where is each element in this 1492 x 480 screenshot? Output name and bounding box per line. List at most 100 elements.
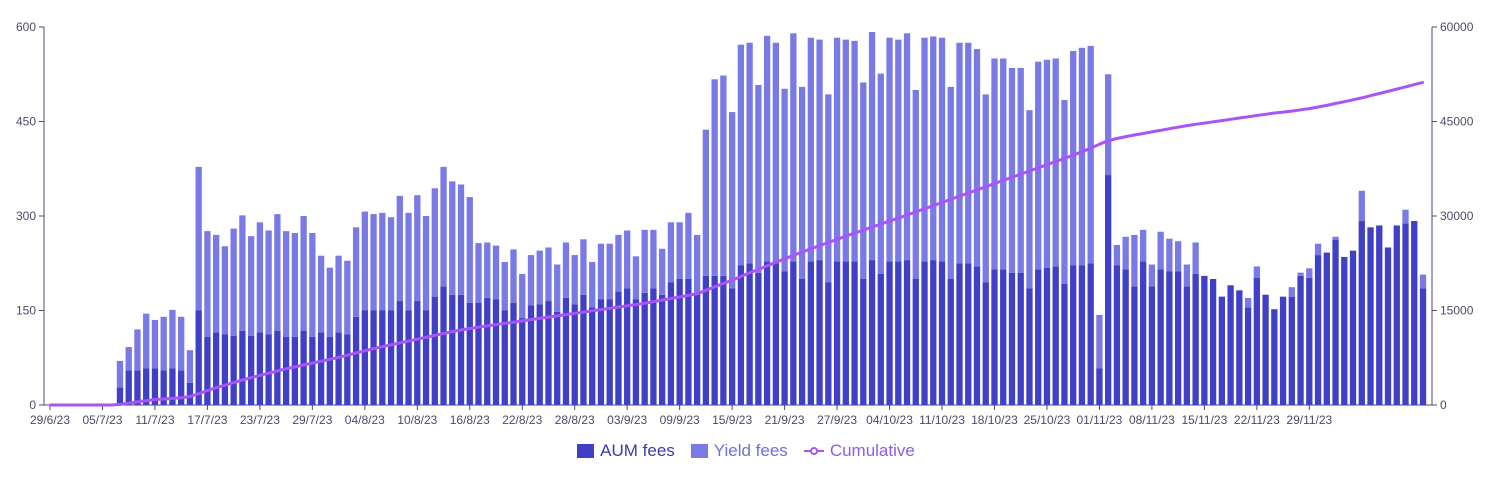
cumulative-point xyxy=(1308,107,1311,110)
bar-aum xyxy=(1236,290,1243,405)
cumulative-point xyxy=(1176,125,1180,129)
bar-aum xyxy=(545,301,552,405)
bar-aum xyxy=(1384,247,1392,405)
cumulative-line-icon xyxy=(803,447,824,455)
bar-aum xyxy=(580,294,587,405)
cumulative-point xyxy=(1054,160,1057,163)
bar-aum xyxy=(1008,272,1016,405)
bar-yield xyxy=(221,246,229,335)
bar-yield xyxy=(825,94,832,283)
bar-aum xyxy=(728,288,736,405)
bar-yield xyxy=(903,33,911,261)
cumulative-point xyxy=(1071,154,1075,157)
bar-yield xyxy=(763,35,771,262)
cumulative-point xyxy=(932,204,935,207)
bar-aum xyxy=(1061,284,1068,405)
x-tick-label: 28/8/23 xyxy=(555,413,595,427)
cumulative-point xyxy=(1185,124,1189,127)
cumulative-point xyxy=(844,234,848,238)
cumulative-point xyxy=(407,339,410,343)
x-tick-label: 05/7/23 xyxy=(82,413,122,427)
x-tick-label: 16/8/23 xyxy=(450,413,490,427)
bar-yield xyxy=(571,255,578,305)
bar-yield xyxy=(1113,244,1121,266)
bar-yield xyxy=(895,39,902,262)
bar-aum xyxy=(1367,227,1374,405)
legend-item-aum[interactable]: AUM fees xyxy=(577,441,675,461)
bar-yield xyxy=(1131,234,1138,287)
bar-yield xyxy=(1358,190,1365,222)
cumulative-point xyxy=(835,238,839,241)
legend-item-yield[interactable]: Yield fees xyxy=(690,441,788,461)
bar-yield xyxy=(309,233,316,337)
cumulative-point xyxy=(1106,139,1110,142)
bar-aum xyxy=(1253,277,1260,405)
bar-yield xyxy=(868,32,876,261)
bar-yield xyxy=(816,39,823,261)
bar-aum xyxy=(370,310,377,405)
cumulative-point xyxy=(1045,163,1049,166)
cumulative-point xyxy=(713,285,716,289)
cumulative-point xyxy=(1386,90,1390,93)
bar-aum xyxy=(239,330,246,405)
cumulative-point xyxy=(389,343,393,347)
bar-aum xyxy=(1288,296,1295,405)
cumulative-point xyxy=(459,328,463,332)
bar-yield xyxy=(1122,236,1129,270)
bar-yield xyxy=(659,248,666,295)
bar-yield xyxy=(886,37,893,262)
left-tick-label: 450 xyxy=(16,115,36,129)
cumulative-point xyxy=(136,400,139,404)
bar-aum xyxy=(247,335,255,405)
legend-item-cumulative[interactable]: Cumulative xyxy=(803,441,915,461)
x-tick-label: 15/9/23 xyxy=(712,413,752,427)
bar-aum xyxy=(1070,265,1077,405)
bar-yield xyxy=(352,227,360,317)
bar-yield xyxy=(685,212,692,279)
cumulative-point xyxy=(477,325,480,329)
cumulative-point xyxy=(757,268,760,271)
cumulative-point xyxy=(879,222,882,226)
bar-yield xyxy=(143,313,150,369)
x-tick-label: 04/8/23 xyxy=(345,413,385,427)
bar-yield xyxy=(580,239,587,295)
bar-aum xyxy=(1419,288,1427,405)
bar-aum xyxy=(265,334,272,405)
bar-aum xyxy=(1183,286,1191,405)
cumulative-point xyxy=(1211,120,1215,124)
bar-aum xyxy=(921,261,928,405)
chart-plot: 0 150 300 450 600 0 15000 30000 45000 60000 29/6/2… xyxy=(16,20,1474,427)
bar-aum xyxy=(1201,275,1208,405)
bar-yield xyxy=(720,75,727,276)
cumulative-point xyxy=(722,282,725,285)
bar-yield xyxy=(1314,243,1322,256)
cumulative-point xyxy=(687,294,690,297)
right-tick-label: 15000 xyxy=(1440,304,1474,318)
bar-yield xyxy=(1148,264,1156,287)
cumulative-point xyxy=(1290,109,1294,113)
cumulative-point xyxy=(1334,102,1337,105)
bar-aum xyxy=(571,304,578,405)
cumulative-point xyxy=(993,182,996,185)
cumulative-point xyxy=(800,251,804,254)
bar-yield xyxy=(1306,268,1313,278)
cumulative-point xyxy=(57,403,60,407)
cumulative-point xyxy=(223,383,227,387)
bar-aum xyxy=(475,302,482,405)
bar-aum xyxy=(676,279,683,405)
bar-yield xyxy=(711,79,718,276)
bar-yield xyxy=(1253,266,1260,278)
bar-aum xyxy=(711,275,718,405)
cumulative-point xyxy=(695,292,699,296)
bar-yield xyxy=(431,188,438,297)
bar-aum xyxy=(178,370,185,405)
bar-aum xyxy=(160,370,167,405)
bar-aum xyxy=(1166,271,1173,405)
x-tick-label: 29/11/23 xyxy=(1286,413,1332,427)
bar-aum xyxy=(1052,266,1059,405)
legend-label-yield: Yield fees xyxy=(713,441,788,460)
bar-yield xyxy=(772,42,780,264)
bar-aum xyxy=(1192,273,1199,405)
bar-aum xyxy=(1174,271,1182,405)
bar-aum xyxy=(1227,285,1234,405)
